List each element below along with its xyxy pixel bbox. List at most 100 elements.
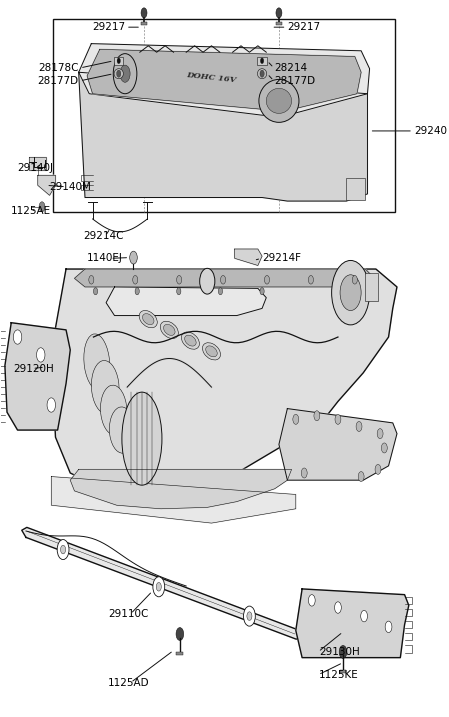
Circle shape bbox=[176, 275, 182, 284]
Circle shape bbox=[375, 465, 381, 475]
Circle shape bbox=[308, 275, 313, 284]
Polygon shape bbox=[79, 44, 370, 115]
Polygon shape bbox=[235, 249, 262, 265]
Circle shape bbox=[260, 288, 264, 295]
Circle shape bbox=[39, 201, 45, 212]
Text: 1140EJ: 1140EJ bbox=[87, 253, 123, 263]
Ellipse shape bbox=[122, 392, 162, 485]
Polygon shape bbox=[5, 323, 70, 430]
Bar bbox=[114, 57, 123, 65]
Polygon shape bbox=[296, 589, 409, 657]
Text: 28178C: 28178C bbox=[38, 63, 79, 73]
Circle shape bbox=[264, 275, 269, 284]
Circle shape bbox=[260, 70, 264, 77]
Text: 29120H: 29120H bbox=[13, 364, 54, 374]
Ellipse shape bbox=[160, 321, 178, 338]
Bar bbox=[346, 178, 365, 199]
Circle shape bbox=[358, 472, 364, 482]
Circle shape bbox=[47, 398, 56, 412]
Circle shape bbox=[120, 65, 130, 82]
Bar bbox=[339, 670, 346, 673]
Text: 28177D: 28177D bbox=[38, 76, 79, 86]
Circle shape bbox=[339, 645, 347, 658]
Circle shape bbox=[93, 288, 97, 295]
Ellipse shape bbox=[257, 69, 267, 79]
Circle shape bbox=[301, 468, 307, 478]
Circle shape bbox=[57, 540, 69, 559]
Polygon shape bbox=[51, 269, 397, 505]
Circle shape bbox=[200, 268, 215, 294]
Text: 29217: 29217 bbox=[92, 22, 125, 32]
Text: 29214F: 29214F bbox=[262, 253, 301, 263]
Circle shape bbox=[308, 594, 315, 606]
Polygon shape bbox=[70, 470, 291, 509]
Polygon shape bbox=[29, 157, 46, 170]
Circle shape bbox=[141, 8, 147, 18]
Circle shape bbox=[176, 627, 184, 640]
Circle shape bbox=[117, 70, 121, 77]
Ellipse shape bbox=[142, 313, 154, 325]
Circle shape bbox=[335, 602, 341, 613]
Circle shape bbox=[218, 288, 223, 295]
Circle shape bbox=[220, 275, 225, 284]
Ellipse shape bbox=[259, 80, 299, 123]
Polygon shape bbox=[279, 409, 397, 480]
Bar bbox=[276, 22, 282, 25]
Ellipse shape bbox=[266, 88, 291, 113]
Text: 29140M: 29140M bbox=[49, 181, 91, 191]
Bar bbox=[365, 272, 378, 301]
Text: 1125KE: 1125KE bbox=[319, 670, 359, 680]
Ellipse shape bbox=[163, 324, 175, 336]
Circle shape bbox=[243, 606, 255, 626]
Text: 29130H: 29130H bbox=[319, 647, 360, 657]
Circle shape bbox=[130, 251, 137, 264]
Text: 29110C: 29110C bbox=[108, 609, 149, 619]
Text: DOHC 16V: DOHC 16V bbox=[186, 72, 237, 85]
Polygon shape bbox=[87, 49, 361, 110]
Circle shape bbox=[276, 8, 282, 18]
Circle shape bbox=[385, 621, 392, 632]
Polygon shape bbox=[38, 175, 56, 195]
Circle shape bbox=[177, 288, 181, 295]
Ellipse shape bbox=[114, 69, 123, 79]
Ellipse shape bbox=[110, 407, 135, 453]
Text: 29140J: 29140J bbox=[18, 163, 53, 173]
Circle shape bbox=[352, 275, 357, 284]
Circle shape bbox=[135, 288, 139, 295]
Bar bbox=[257, 57, 267, 65]
Bar bbox=[176, 652, 183, 655]
Text: 29240: 29240 bbox=[414, 126, 447, 136]
Circle shape bbox=[260, 58, 264, 64]
Circle shape bbox=[332, 260, 370, 325]
Ellipse shape bbox=[181, 332, 199, 349]
Circle shape bbox=[361, 610, 367, 622]
Bar bbox=[141, 22, 147, 25]
Circle shape bbox=[293, 414, 299, 424]
Bar bbox=[53, 19, 395, 212]
Polygon shape bbox=[22, 528, 300, 639]
Circle shape bbox=[335, 414, 341, 424]
Circle shape bbox=[340, 275, 361, 310]
Circle shape bbox=[314, 411, 320, 421]
Text: 1125AD: 1125AD bbox=[108, 678, 150, 688]
Text: 29217: 29217 bbox=[287, 22, 321, 32]
Circle shape bbox=[89, 275, 94, 284]
Polygon shape bbox=[75, 269, 376, 287]
Circle shape bbox=[381, 443, 387, 453]
Circle shape bbox=[377, 429, 383, 439]
Circle shape bbox=[61, 545, 66, 554]
Text: 1125AE: 1125AE bbox=[11, 206, 51, 216]
Text: 28177D: 28177D bbox=[275, 76, 316, 86]
Circle shape bbox=[356, 422, 362, 432]
Ellipse shape bbox=[202, 343, 220, 360]
Polygon shape bbox=[79, 72, 367, 201]
Ellipse shape bbox=[84, 334, 110, 390]
Polygon shape bbox=[106, 287, 266, 315]
Ellipse shape bbox=[139, 310, 157, 328]
Circle shape bbox=[113, 54, 137, 94]
Ellipse shape bbox=[92, 361, 119, 414]
Ellipse shape bbox=[185, 335, 196, 346]
Circle shape bbox=[247, 612, 252, 620]
Polygon shape bbox=[51, 477, 296, 523]
Circle shape bbox=[13, 330, 22, 344]
